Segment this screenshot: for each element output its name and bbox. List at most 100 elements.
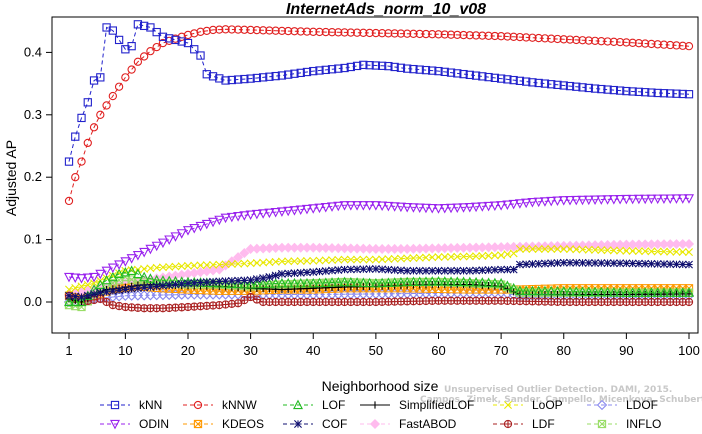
data-point-knnw: [140, 52, 149, 61]
data-point-knnw: [127, 65, 136, 74]
data-point-lof: [571, 286, 582, 296]
legend-marker-lof: [292, 399, 304, 410]
data-point-knn: [528, 78, 537, 87]
data-point-cof: [653, 259, 662, 268]
data-point-cof: [591, 259, 600, 267]
data-point-odin: [527, 198, 538, 208]
data-point-odin: [677, 194, 688, 204]
series-loop: [65, 244, 693, 294]
plot-frame: [51, 16, 699, 334]
data-point-odin: [283, 206, 294, 217]
data-point-knnw: [121, 73, 130, 82]
legend-label-fastabod: FastABOD: [399, 417, 457, 431]
data-point-lof: [596, 286, 607, 297]
data-point-lof: [502, 280, 513, 290]
data-point-odin: [471, 202, 482, 213]
data-point-knn: [403, 64, 412, 73]
data-point-odin: [145, 244, 156, 255]
data-point-lof: [251, 278, 262, 289]
data-point-cof: [447, 266, 456, 275]
data-point-odin: [533, 197, 544, 208]
data-point-knnw: [684, 42, 694, 51]
data-point-odin: [452, 203, 463, 214]
data-point-knn: [440, 67, 449, 77]
legend-marker-ldof: [596, 399, 608, 411]
data-point-loop: [65, 285, 73, 294]
data-point-odin: [420, 203, 431, 214]
data-point-knnw: [377, 29, 387, 38]
x-tick-label: 40: [306, 343, 320, 358]
data-point-knn: [315, 66, 324, 75]
legend-marker-odin: [109, 419, 121, 430]
data-point-lof: [633, 287, 644, 297]
data-point-lof: [339, 276, 350, 287]
data-point-knnw: [628, 38, 637, 47]
data-point-knnw: [534, 33, 543, 43]
data-point-knnw: [359, 28, 368, 37]
data-point-knnw: [208, 25, 218, 35]
data-point-lof: [402, 276, 413, 287]
data-point-knn: [233, 75, 243, 84]
data-point-loop: [378, 255, 387, 264]
data-point-loop: [628, 246, 637, 255]
data-point-lof: [364, 277, 375, 288]
data-point-lof: [602, 286, 613, 297]
data-point-cof: [71, 292, 80, 301]
data-point-cof: [158, 281, 167, 290]
data-point-knnw: [221, 25, 230, 34]
data-point-odin: [402, 203, 413, 213]
data-point-knn: [590, 84, 600, 93]
data-point-knn: [202, 70, 211, 79]
x-tick-label: 1: [65, 343, 72, 358]
data-point-knnw: [252, 25, 262, 35]
data-point-knnw: [83, 138, 92, 148]
data-point-cof: [540, 259, 549, 268]
data-point-knn: [352, 61, 362, 71]
data-point-loop: [609, 246, 618, 255]
legend-item-loop: LoOP: [493, 398, 563, 412]
data-point-knn: [509, 75, 518, 85]
data-point-cof: [127, 284, 136, 293]
data-point-knnw: [666, 40, 675, 50]
data-point-knnw: [547, 34, 556, 43]
legend-item-fastabod: FastABOD: [360, 417, 457, 431]
data-point-cof: [603, 259, 612, 268]
data-point-knn: [277, 71, 287, 80]
data-point-knn: [265, 72, 274, 81]
data-point-cof: [647, 259, 656, 268]
data-point-knn: [221, 76, 230, 85]
data-point-odin: [633, 194, 644, 205]
data-point-knnw: [196, 27, 205, 36]
data-point-knnw: [246, 25, 255, 35]
data-point-cof: [597, 259, 606, 268]
data-point-odin: [615, 195, 626, 205]
data-point-cof: [672, 260, 681, 269]
data-point-knn: [597, 84, 606, 94]
series-knn: [64, 20, 694, 166]
data-point-lof: [452, 276, 463, 286]
x-tick-label: 60: [431, 343, 445, 358]
data-point-knnw: [572, 35, 581, 45]
data-point-cof: [165, 281, 174, 290]
data-point-odin: [521, 198, 532, 209]
data-point-knnw: [114, 82, 124, 91]
data-point-odin: [301, 204, 312, 215]
data-point-cof: [384, 265, 393, 274]
data-point-loop: [196, 261, 205, 270]
data-point-cof: [328, 266, 337, 275]
data-point-knn: [434, 66, 443, 76]
data-point-cof: [371, 264, 380, 273]
data-point-lof: [471, 276, 482, 287]
legend-item-kdeos: KDEOS: [183, 417, 264, 431]
data-point-loop: [428, 253, 437, 262]
data-point-cof: [641, 259, 650, 268]
data-point-odin: [627, 194, 638, 205]
data-point-loop: [647, 247, 656, 256]
data-point-odin: [646, 194, 657, 205]
data-point-knnw: [603, 37, 612, 46]
data-point-knnw: [565, 35, 575, 44]
legend-item-odin: ODIN: [100, 417, 169, 431]
data-point-knnw: [102, 101, 111, 110]
data-point-knn: [672, 89, 681, 98]
data-point-loop: [472, 252, 481, 261]
